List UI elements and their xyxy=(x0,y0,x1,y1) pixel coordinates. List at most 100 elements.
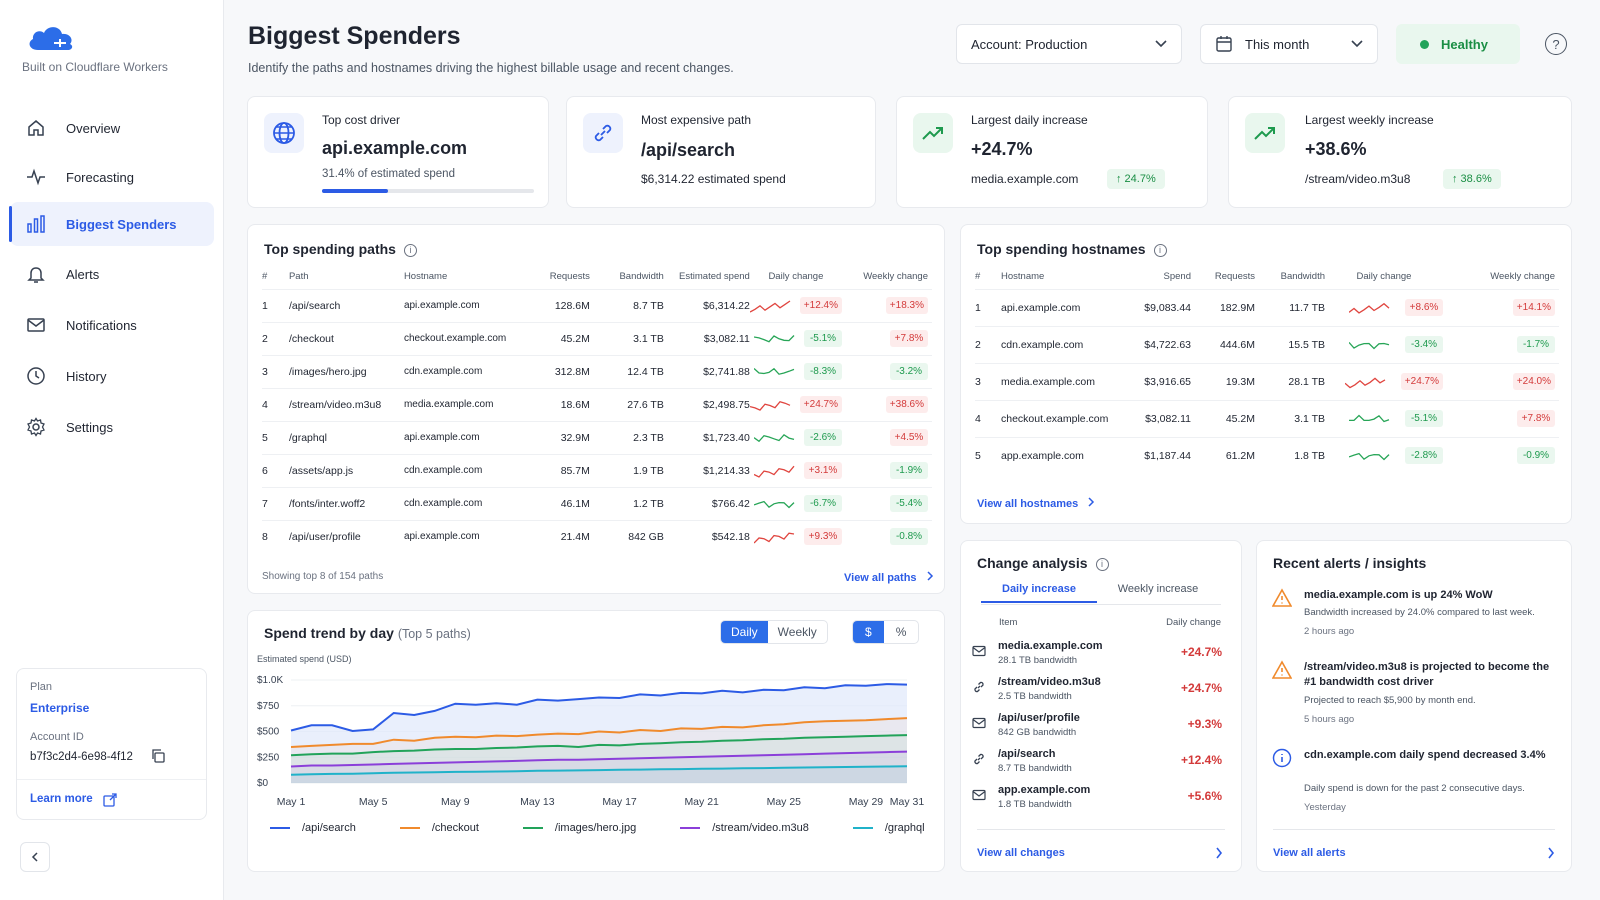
legend-label: /checkout xyxy=(431,822,479,834)
col-header[interactable]: Spend xyxy=(1163,271,1191,283)
change-row[interactable]: app.example.com 1.8 TB bandwidth +5.6% xyxy=(972,784,1222,820)
kpi-subtext: media.example.com xyxy=(971,172,1079,186)
x-tick-label: May 21 xyxy=(684,796,719,808)
change-row[interactable]: media.example.com 28.1 TB bandwidth +24.7% xyxy=(972,640,1222,676)
change-badge: -5.1% xyxy=(804,330,842,347)
trending-up-icon xyxy=(913,113,953,153)
nav-item-history[interactable]: History xyxy=(10,354,214,398)
legend-item[interactable]: /graphql xyxy=(852,822,925,834)
nav-item-settings[interactable]: Settings xyxy=(10,405,214,449)
info-icon xyxy=(1272,748,1292,768)
change-item-name: media.example.com xyxy=(998,640,1103,652)
period-select[interactable]: This month xyxy=(1200,24,1378,64)
row-bandwidth: 3.1 TB xyxy=(1255,399,1325,437)
toggle-weekly[interactable]: Weekly xyxy=(777,625,817,639)
col-header[interactable]: Bandwidth xyxy=(1280,271,1325,283)
change-row[interactable]: /stream/video.m3u8 2.5 TB bandwidth +24.7% xyxy=(972,676,1222,712)
col-header[interactable]: Bandwidth xyxy=(619,271,664,283)
col-header[interactable]: Weekly change xyxy=(1490,271,1555,283)
col-header[interactable]: Daily change xyxy=(768,271,824,283)
toggle-percent[interactable]: % xyxy=(895,625,907,639)
nav-item-overview[interactable]: Overview xyxy=(10,106,214,150)
table-row[interactable]: 6/assets/app.js cdn.example.com 85.7M 1.9 T… xyxy=(262,453,932,487)
collapse-sidebar-button[interactable] xyxy=(20,842,50,872)
status-text: Healthy xyxy=(1441,36,1488,52)
table-row[interactable]: 1/api/search api.example.com 128.6M 8.7 TB $… xyxy=(262,288,932,322)
table-row[interactable]: 5 app.example.com $1,187.44 61.2M 1.8 TB -2.8… xyxy=(975,436,1559,474)
view-all-alerts-link[interactable]: View all alerts xyxy=(1273,847,1346,859)
table-row[interactable]: 5/graphql api.example.com 32.9M 2.3 TB $1,72… xyxy=(262,420,932,454)
nav-item-notifications[interactable]: Notifications xyxy=(10,303,214,347)
tab-daily-increase[interactable]: Daily increase xyxy=(981,579,1097,603)
legend-item[interactable]: /images/hero.jpg xyxy=(522,822,636,834)
chevron-right-icon[interactable] xyxy=(1215,847,1223,859)
table-row[interactable]: 4/stream/video.m3u8 media.example.com 18.6… xyxy=(262,387,932,421)
divider xyxy=(981,604,1221,605)
table-row[interactable]: 2 cdn.example.com $4,722.63 444.6M 15.5 TB -3… xyxy=(975,325,1559,363)
info-icon[interactable]: i xyxy=(1153,243,1167,257)
col-header[interactable]: Hostname xyxy=(403,271,448,283)
table-row[interactable]: 3 media.example.com $3,916.65 19.3M 28.1 TB +… xyxy=(975,362,1559,400)
sparkline xyxy=(1344,377,1386,388)
kpi-card-daily-increase: Largest daily increase +24.7% media.exam… xyxy=(896,96,1208,208)
change-badge: +24.0% xyxy=(1512,373,1555,390)
col-header: Item xyxy=(999,617,1018,628)
col-header[interactable]: Daily change xyxy=(1356,271,1412,283)
row-weekly-change: -1.9% xyxy=(842,453,932,487)
col-header[interactable]: Path xyxy=(288,271,309,283)
legend-swatch xyxy=(522,827,543,829)
learn-more-link[interactable]: Learn more xyxy=(30,793,93,805)
copy-icon[interactable] xyxy=(151,749,165,763)
toggle-daily[interactable]: Daily xyxy=(721,621,768,643)
x-tick-label: May 9 xyxy=(441,796,470,808)
change-row[interactable]: /api/search 8.7 TB bandwidth +12.4% xyxy=(972,748,1222,784)
nav-item-forecasting[interactable]: Forecasting xyxy=(10,155,214,199)
table-row[interactable]: 4 checkout.example.com $3,082.11 45.2M 3.1 T… xyxy=(975,399,1559,437)
legend-item[interactable]: /checkout xyxy=(399,822,479,834)
chevron-right-icon[interactable] xyxy=(1547,847,1555,859)
row-path: /checkout xyxy=(288,321,404,355)
change-badge: +38.6% xyxy=(885,396,928,413)
row-rank: 5 xyxy=(975,436,1001,474)
external-link-icon[interactable] xyxy=(103,793,117,807)
table-row[interactable]: 1 api.example.com $9,083.44 182.9M 11.7 TB +8… xyxy=(975,288,1559,326)
legend-item[interactable]: /stream/video.m3u8 xyxy=(680,822,809,834)
table-row[interactable]: 3/images/hero.jpg cdn.example.com 312.8M 12… xyxy=(262,354,932,388)
info-icon[interactable]: i xyxy=(403,243,417,257)
series-area xyxy=(291,684,907,783)
table-row[interactable]: 2/checkout checkout.example.com 45.2M 3.1 T… xyxy=(262,321,932,355)
change-badge: -3.4% xyxy=(1405,336,1443,353)
nav-item-biggest-spenders[interactable]: Biggest Spenders xyxy=(9,202,214,246)
nav-label: Notifications xyxy=(66,317,137,333)
toggle-dollar[interactable]: $ xyxy=(853,621,884,643)
change-item-value: +24.7% xyxy=(1180,645,1222,659)
link-icon xyxy=(583,113,623,153)
account-select[interactable]: Account: Production xyxy=(956,24,1182,64)
col-header[interactable]: Requests xyxy=(549,271,590,283)
sparkline xyxy=(754,532,795,544)
help-icon[interactable]: ? xyxy=(1545,33,1567,55)
nav-label: Overview xyxy=(66,120,121,136)
row-requests: 85.7M xyxy=(521,453,590,487)
tab-weekly-increase[interactable]: Weekly increase xyxy=(1117,583,1199,595)
col-header[interactable]: Requests xyxy=(1214,271,1255,283)
table-row[interactable]: 7/fonts/inter.woff2 cdn.example.com 46.1M 1… xyxy=(262,486,932,520)
sparkline xyxy=(754,433,795,442)
col-header[interactable]: Weekly change xyxy=(863,271,928,283)
row-requests: 19.3M xyxy=(1191,362,1255,400)
view-all-paths-link[interactable]: View all paths xyxy=(844,571,934,584)
row-path: /images/hero.jpg xyxy=(288,354,404,388)
view-all-hostnames-link[interactable]: View all hostnames xyxy=(977,497,1095,510)
legend-item[interactable]: /api/search xyxy=(270,822,356,834)
table-row[interactable]: 8/api/user/profile api.example.com 21.4M 84… xyxy=(262,519,932,553)
account-select-value: Account: Production xyxy=(971,36,1088,52)
chevron-down-icon xyxy=(1155,40,1167,48)
col-header[interactable]: Estimated spend xyxy=(679,271,750,283)
col-header[interactable]: Hostname xyxy=(1001,271,1045,283)
view-all-changes-link[interactable]: View all changes xyxy=(977,847,1065,859)
bell-icon xyxy=(26,264,46,284)
nav-item-alerts[interactable]: Alerts xyxy=(10,252,214,296)
sidebar: Built on Cloudflare Workers Overview For… xyxy=(0,0,224,900)
change-row[interactable]: /api/user/profile 842 GB bandwidth +9.3% xyxy=(972,712,1222,748)
info-icon[interactable]: i xyxy=(1095,557,1109,571)
